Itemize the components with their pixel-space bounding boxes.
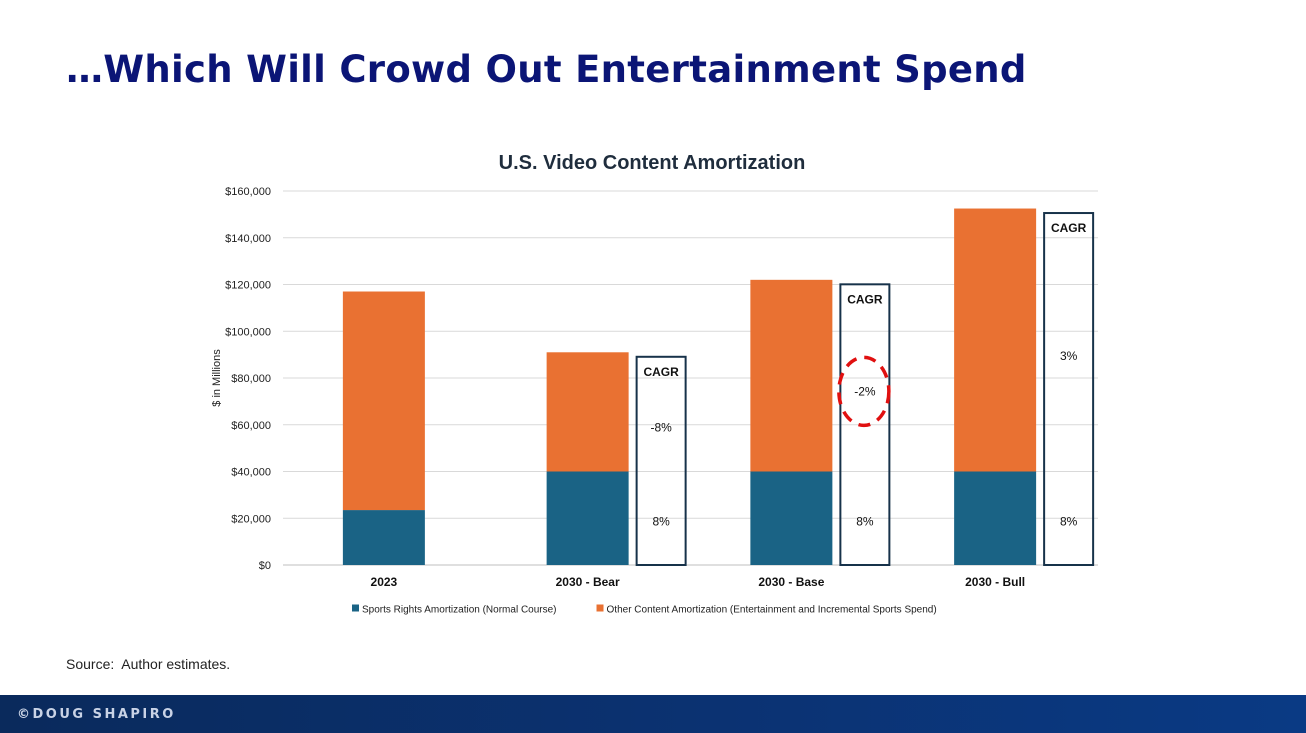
y-tick-label: $100,000 — [225, 326, 271, 338]
y-tick-label: $20,000 — [231, 513, 271, 525]
bar-sports-rights — [954, 471, 1037, 565]
bar-sports-rights — [342, 510, 425, 565]
cagr-box — [1043, 212, 1095, 566]
y-tick-label: $140,000 — [225, 233, 271, 245]
footer-copyright: ©DOUG SHAPIRO — [17, 707, 176, 722]
y-tick-label: $80,000 — [231, 373, 271, 385]
bar-sports-rights — [750, 471, 833, 565]
x-tick-label: 2030 - Base — [758, 575, 824, 589]
bar-other-content — [954, 208, 1037, 472]
bar-other-content — [546, 352, 629, 472]
cagr-header: CAGR — [847, 292, 883, 306]
slide-title: …Which Will Crowd Out Entertainment Spen… — [66, 48, 1027, 91]
bar-other-content — [750, 279, 833, 472]
stacked-bar-chart: U.S. Video Content Amortization $0 $20,00… — [211, 152, 1098, 616]
highlight-circle — [837, 355, 891, 428]
source-note: Source: Author estimates. — [66, 656, 231, 672]
bar-sports-rights — [546, 471, 629, 565]
y-tick-label: $160,000 — [225, 186, 271, 198]
cagr-box — [635, 355, 687, 566]
chart-title: U.S. Video Content Amortization — [499, 152, 806, 174]
bars — [342, 208, 1037, 565]
cagr-annotations: CAGR -8% 8% CAGR -2% 8% CAGR 3% 8% — [635, 212, 1095, 566]
legend-swatch — [352, 604, 359, 612]
y-tick-label: $0 — [259, 560, 271, 572]
legend-label: Sports Rights Amortization (Normal Cours… — [362, 605, 557, 616]
legend-label: Other Content Amortization (Entertainmen… — [607, 605, 937, 616]
y-tick-label: $40,000 — [231, 467, 271, 479]
cagr-sports-rights-value: 8% — [1060, 514, 1078, 528]
y-tick-label: $120,000 — [225, 280, 271, 292]
x-tick-label: 2023 — [371, 575, 398, 589]
bar-other-content — [342, 291, 425, 511]
cagr-sports-rights-value: 8% — [856, 514, 874, 528]
cagr-other-content-value: -2% — [854, 384, 876, 398]
cagr-header: CAGR — [1051, 221, 1087, 235]
cagr-header: CAGR — [643, 365, 679, 379]
cagr-other-content-value: -8% — [650, 421, 672, 435]
x-tick-label: 2030 - Bull — [965, 575, 1025, 589]
y-tick-label: $60,000 — [231, 420, 271, 432]
y-axis-label: $ in Millions — [211, 349, 223, 407]
legend-swatch — [596, 604, 604, 612]
x-tick-label: 2030 - Bear — [556, 575, 620, 589]
x-axis-ticks: 2023 2030 - Bear 2030 - Base 2030 - Bull — [371, 575, 1026, 589]
legend: Sports Rights Amortization (Normal Cours… — [352, 604, 937, 616]
footer-bar: ©DOUG SHAPIRO — [0, 695, 1306, 733]
cagr-sports-rights-value: 8% — [652, 514, 670, 528]
cagr-box — [839, 283, 891, 566]
y-axis-ticks: $0 $20,000 $40,000 $60,000 $80,000 $100,000 $1… — [225, 186, 271, 572]
cagr-other-content-value: 3% — [1060, 349, 1078, 363]
